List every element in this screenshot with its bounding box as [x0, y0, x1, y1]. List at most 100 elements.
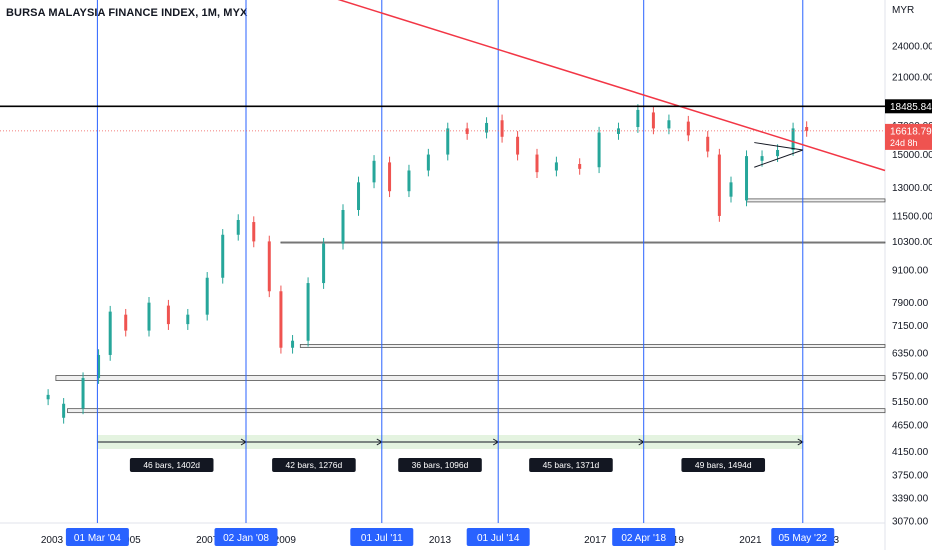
vertical-marker-tag [214, 528, 278, 546]
currency-label: MYR [892, 5, 914, 16]
y-tick-label: 11500.00 [892, 211, 932, 222]
candle-body [341, 209, 345, 244]
x-tick-label: 2021 [739, 535, 762, 546]
candle-body [446, 128, 450, 155]
candle-body [554, 162, 558, 171]
candle-body [760, 156, 764, 161]
y-tick-label: 13000.00 [892, 183, 932, 194]
candle-body [62, 403, 66, 418]
measure-label-box [681, 458, 766, 472]
candle-body [465, 128, 469, 134]
candle-body [46, 394, 50, 400]
wedge-upper-line [754, 142, 803, 151]
y-tick-label: 3070.00 [892, 517, 929, 528]
x-tick-label: 2003 [41, 535, 64, 546]
vertical-marker-tag [65, 528, 129, 546]
candle-body [791, 128, 795, 150]
y-tick-label: 3750.00 [892, 470, 929, 481]
vertical-marker-tag [771, 528, 835, 546]
candle-body [306, 283, 310, 341]
candle-body [516, 136, 520, 155]
support-zone [746, 198, 886, 203]
candle-body [279, 291, 283, 348]
candle-body [97, 354, 101, 379]
candle-body [776, 149, 780, 157]
level-price-tag [885, 99, 932, 114]
x-tick-label: 2005 [118, 535, 141, 546]
candle-body [578, 163, 582, 169]
candle-body [686, 121, 690, 136]
candle-body [372, 160, 376, 183]
measure-label: 49 bars, 1494d [695, 460, 752, 470]
support-zone [299, 344, 886, 348]
y-tick-label: 9100.00 [892, 266, 929, 277]
y-tick-label: 4650.00 [892, 421, 929, 432]
candle-body [147, 302, 151, 331]
y-tick-label: 24000.00 [892, 42, 932, 53]
candle-body [357, 182, 361, 210]
candle-body [236, 219, 240, 235]
candle-body [166, 305, 170, 325]
measure-label: 45 bars, 1371d [543, 460, 600, 470]
candle-body [124, 314, 128, 331]
candle-body [81, 378, 85, 409]
candle-body [667, 120, 671, 129]
vertical-marker-label: 02 Jan '08 [223, 533, 269, 544]
candle-body [221, 234, 225, 278]
vertical-marker-label: 02 Apr '18 [621, 533, 666, 544]
candle-body [108, 311, 112, 355]
candle-body [407, 170, 411, 192]
support-zone [67, 408, 886, 414]
y-tick-label: 15000.00 [892, 150, 932, 161]
candle-body [205, 277, 209, 315]
vertical-marker-tag [612, 528, 676, 546]
y-tick-label: 5750.00 [892, 372, 929, 383]
countdown-label: 24d 8h [890, 138, 918, 148]
vertical-marker-tag [350, 528, 414, 546]
measure-label: 36 bars, 1096d [412, 460, 469, 470]
y-tick-label: 21000.00 [892, 72, 932, 83]
vertical-marker-label: 01 Jul '14 [477, 533, 520, 544]
candle-body [805, 127, 809, 131]
candle-body [651, 112, 655, 129]
last-price-tag [885, 123, 932, 150]
y-tick-label: 7150.00 [892, 321, 929, 332]
candle-body [426, 154, 430, 171]
y-tick-label: 7900.00 [892, 298, 929, 309]
candle-body [636, 109, 640, 128]
candle-body [388, 162, 392, 192]
candle-body [267, 241, 271, 292]
wedge-lower-line [754, 149, 803, 168]
vertical-marker-tag [466, 528, 530, 546]
candle-body [500, 120, 504, 137]
candle-body [717, 154, 721, 216]
candle-body [535, 154, 539, 173]
last-price-label: 16618.79 [890, 126, 932, 137]
vertical-marker-label: 01 Jul '11 [361, 533, 403, 544]
y-tick-label: 3390.00 [892, 494, 929, 505]
measure-label: 42 bars, 1276d [286, 460, 343, 470]
measure-label-box [272, 458, 356, 472]
y-tick-label: 10300.00 [892, 237, 932, 248]
measure-label-box [529, 458, 613, 472]
vertical-marker-label: 01 Mar '04 [74, 533, 121, 544]
vertical-marker-label: 05 May '22 [778, 533, 827, 544]
measure-label-box [398, 458, 482, 472]
candle-body [186, 314, 190, 325]
y-tick-label: 4150.00 [892, 447, 929, 458]
y-tick-label: 6350.00 [892, 349, 929, 360]
candle-body [252, 222, 256, 242]
chart-title: BURSA MALAYSIA FINANCE INDEX, 1M, MYX [6, 7, 248, 19]
measure-label: 46 bars, 1402d [143, 460, 200, 470]
support-zone [280, 241, 886, 244]
candle-body [291, 340, 295, 348]
candle-body [485, 122, 489, 133]
candle-body [729, 182, 733, 197]
candle-body [745, 156, 749, 201]
x-tick-label: 2013 [429, 535, 452, 546]
candle-body [322, 243, 326, 284]
x-tick-label: 2007 [196, 535, 219, 546]
support-zone [55, 375, 886, 381]
x-tick-label: 2009 [274, 535, 297, 546]
